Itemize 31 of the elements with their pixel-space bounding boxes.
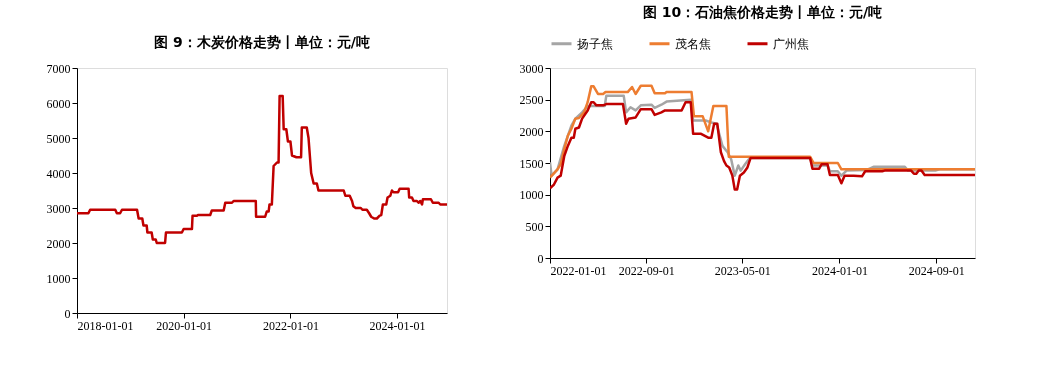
line-series [550, 100, 975, 191]
chart-title: 图 9：木炭价格走势丨单位：元/吨 [154, 34, 370, 50]
y-tick-label: 0 [537, 251, 544, 266]
x-tick-label: 2023-05-01 [714, 263, 771, 278]
y-tick-label: 1000 [519, 188, 544, 203]
x-tick-label: 2020-01-01 [156, 318, 213, 333]
y-tick-label: 500 [525, 219, 544, 234]
y-tick-label: 0 [64, 306, 71, 321]
y-tick-label: 3000 [519, 61, 544, 76]
y-tick-label: 2000 [46, 236, 71, 251]
x-tick-label: 2018-01-01 [77, 318, 134, 333]
y-tick-label: 2000 [519, 124, 544, 139]
x-tick-label: 2022-01-01 [550, 263, 607, 278]
legend-label: 广州焦 [773, 36, 809, 51]
x-tick-label: 2024-01-01 [369, 318, 426, 333]
x-tick-label: 2022-09-01 [618, 263, 675, 278]
y-tick-label: 3000 [46, 201, 71, 216]
x-tick-label: 2024-09-01 [908, 263, 965, 278]
y-tick-label: 5000 [46, 131, 71, 146]
legend-label: 扬子焦 [577, 36, 613, 51]
y-tick-label: 1000 [46, 271, 71, 286]
line-series [77, 94, 447, 245]
y-tick-label: 6000 [46, 96, 71, 111]
y-tick-label: 2500 [519, 93, 544, 108]
chart-title: 图 10：石油焦价格走势丨单位：元/吨 [642, 4, 883, 20]
y-tick-label: 4000 [46, 166, 71, 181]
y-tick-label: 7000 [46, 61, 71, 76]
x-tick-label: 2022-01-01 [262, 318, 319, 333]
x-tick-label: 2024-01-01 [811, 263, 868, 278]
legend-label: 茂名焦 [675, 36, 711, 51]
y-tick-label: 1500 [519, 156, 544, 171]
